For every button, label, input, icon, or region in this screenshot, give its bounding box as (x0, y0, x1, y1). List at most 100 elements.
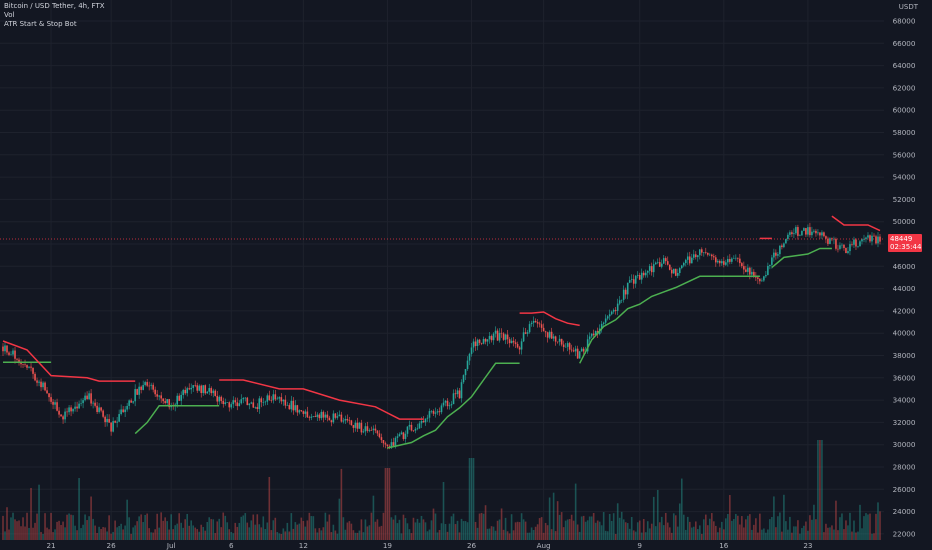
volume-bar (292, 528, 295, 540)
symbol-title[interactable]: Bitcoin / USD Tether, 4h, FTX (4, 2, 105, 10)
volume-bar (741, 516, 743, 540)
candle-body (248, 403, 251, 406)
atr-indicator-label[interactable]: ATR Start & Stop Bot (4, 20, 77, 28)
volume-bar (128, 517, 130, 540)
volume-bar (260, 527, 263, 540)
volume-bar (622, 519, 625, 540)
volume-bar (508, 533, 511, 540)
volume-bar (518, 522, 521, 540)
candle-body (536, 322, 539, 324)
volume-bar (761, 529, 763, 540)
candle-body (729, 258, 731, 262)
candle-body (867, 235, 869, 238)
candle-body (719, 260, 721, 264)
candle-body (602, 322, 605, 324)
candle-body (72, 408, 74, 412)
volume-bar (200, 524, 203, 540)
volume-bar (694, 521, 697, 540)
price-tick-label: 58000 (893, 128, 916, 137)
candle-body (280, 397, 283, 402)
candle-body (713, 256, 715, 258)
volume-bar (188, 525, 191, 540)
volume-bar (692, 526, 695, 540)
candle-body (202, 385, 205, 394)
volume-bar (686, 516, 689, 540)
candle-body (380, 437, 383, 441)
volume-bar (124, 525, 126, 540)
candle-body (246, 397, 249, 406)
candle-body (244, 397, 247, 399)
volume-bar (610, 520, 613, 540)
candle-body (328, 417, 331, 421)
volume-bar (807, 530, 809, 540)
volume-bar (466, 522, 469, 540)
volume-bar (316, 532, 319, 540)
candle-body (154, 389, 156, 395)
volume-bar (88, 516, 90, 540)
candle-body (612, 309, 615, 312)
volume-bar (528, 532, 531, 540)
candle-body (16, 358, 18, 360)
volume-bar (626, 523, 629, 540)
candle-body (791, 232, 793, 235)
volume-bar (106, 531, 108, 540)
volume-bar (126, 499, 128, 540)
volume-bar (664, 512, 667, 540)
volume-indicator-label[interactable]: Vol (4, 11, 15, 19)
price-tick-label: 42000 (893, 306, 916, 315)
candle-body (767, 266, 769, 275)
time-axis[interactable]: 21 26 Jul 6 12 19 26 Aug 9 16 23 (46, 541, 812, 550)
volume-bar (398, 519, 401, 540)
volume-bar (104, 527, 106, 540)
candle-body (648, 266, 651, 271)
candle-body (338, 414, 341, 417)
volume-bar (32, 527, 34, 540)
volume-bar (372, 495, 375, 540)
candle-body (98, 407, 100, 412)
candle-body (20, 362, 22, 365)
candle-body (678, 268, 681, 274)
candle-body (412, 430, 415, 432)
volume-bar (709, 518, 711, 540)
price-axis[interactable]: 22000 24000 26000 28000 30000 32000 34000 36000… (893, 17, 916, 539)
volume-bar (725, 518, 727, 540)
volume-bar (212, 519, 215, 540)
volume-bar (296, 524, 299, 540)
volume-bar (654, 526, 657, 540)
volume-bar (743, 527, 745, 540)
candle-body (188, 388, 191, 390)
candle-body (18, 359, 20, 363)
candle-body (324, 414, 327, 418)
candle-body (234, 400, 237, 403)
volume-bar (789, 516, 791, 540)
volume-bar (843, 529, 845, 540)
atr-stop-lines (2, 215, 881, 449)
volume-bar (64, 527, 66, 540)
candle-body (344, 419, 347, 421)
volume-bar (322, 527, 325, 540)
volume-bar (737, 515, 739, 540)
volume-bar (20, 526, 22, 540)
volume-bar (674, 515, 677, 540)
candle-body (240, 399, 243, 404)
volume-bar (731, 520, 733, 540)
volume-bar (264, 529, 267, 540)
volume-bar (60, 524, 62, 540)
candle-body (178, 395, 181, 401)
volume-bar (182, 527, 185, 540)
candle-body (789, 232, 791, 235)
candle-body (849, 244, 851, 252)
candle-body (214, 390, 217, 396)
candle-body (606, 316, 609, 319)
volume-bar (817, 440, 819, 540)
candle-body (242, 398, 245, 400)
candle-body (166, 399, 168, 403)
volume-bar (530, 527, 533, 540)
candle-body (90, 393, 92, 404)
volume-bar (358, 530, 361, 540)
volume-bar (402, 514, 405, 540)
candle-body (807, 227, 809, 235)
candle-body (580, 348, 583, 352)
